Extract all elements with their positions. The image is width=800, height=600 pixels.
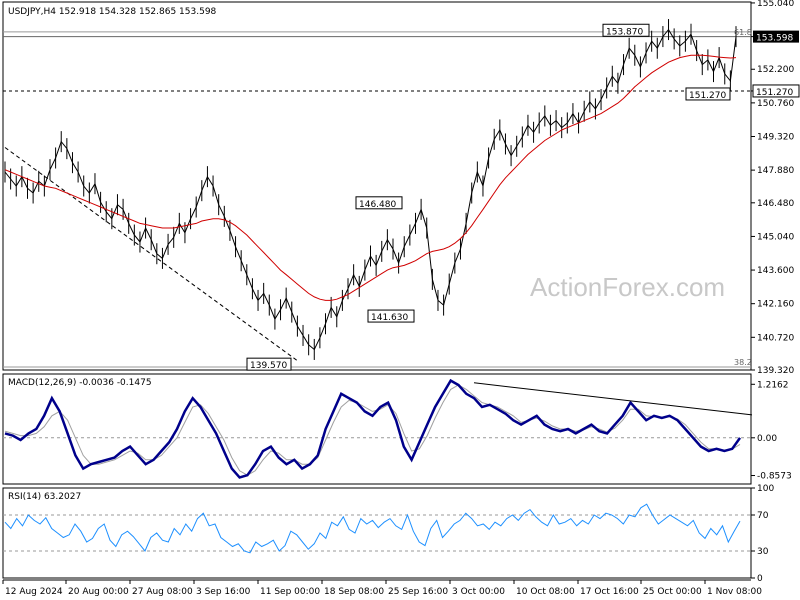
price-tick-label: 153.598 [756,34,793,44]
rsi-tick-label: 0 [757,574,763,584]
watermark: ActionForex.com [530,272,725,302]
price-level-box [752,84,800,98]
rsi-panel-frame [2,487,752,579]
rsi-tick-label: 30 [757,547,769,557]
price-tick-label: 150.760 [757,99,794,109]
price-tick-label: 152.200 [757,65,794,75]
price-tick-label: 145.040 [757,232,794,242]
macd-tick-label: 1.2162 [757,380,789,390]
annotation-label: 151.270 [689,91,726,101]
x-tick-label: 25 Oct 00:00 [643,587,702,597]
macd-divergence-line [473,382,753,416]
x-tick-label: 3 Oct 00:00 [452,587,505,597]
rsi-tick-label: 100 [757,484,774,494]
rsi-tick-label: 70 [757,511,769,521]
x-tick-label: 20 Aug 00:00 [68,587,129,597]
macd-panel-frame [2,373,752,485]
rsi-line [4,503,741,554]
x-tick-label: 18 Sep 08:00 [324,587,384,597]
price-tick-label: 151.270 [756,88,793,98]
x-tick-label: 17 Oct 16:00 [580,587,639,597]
price-panel-frame [2,1,752,371]
x-tick-label: 10 Oct 08:00 [516,587,575,597]
fib-618-label: 61.8 [734,28,752,37]
rsi-label: RSI(14) 63.2027 [8,492,81,502]
macd-main-line [4,378,742,479]
price-tick-label: 147.880 [757,166,794,176]
annotation-box [685,87,731,101]
price-tick-label: 143.600 [757,266,794,276]
annotation-box [367,309,415,323]
annotation-box [355,196,403,210]
x-tick-label: 3 Sep 16:00 [196,587,251,597]
price-tick-label: 146.480 [757,199,794,209]
x-tick-label: 27 Aug 08:00 [132,587,193,597]
price-tick-label: 142.160 [757,300,794,310]
macd-tick-label: 0.00 [757,434,777,444]
price-current-box [753,30,799,43]
annotation-box [246,357,292,371]
x-tick-label: 12 Aug 2024 [5,587,63,597]
x-tick-label: 1 Nov 08:00 [707,587,762,597]
price-tick-label: 140.720 [757,333,794,343]
price-tick-label: 149.320 [757,132,794,142]
symbol-label: USDJPY,H4 152.918 154.328 152.865 153.59… [8,7,217,17]
price-tick-label: 155.040 [757,0,794,9]
downtrend-line [4,147,299,362]
macd-tick-label: -0.8573 [757,472,792,482]
annotation-label: 153.870 [606,27,643,37]
x-tick-label: 25 Sep 16:00 [388,587,448,597]
fib-382-label: 38.2 [734,358,752,367]
price-tick-label: 139.320 [757,366,794,376]
moving-average-line [4,54,737,301]
x-tick-label: 11 Sep 00:00 [260,587,320,597]
annotation-box [602,23,650,37]
annotation-label: 139.570 [250,361,287,371]
annotation-label: 141.630 [371,313,408,323]
macd-signal-line [4,384,741,476]
annotation-label: 146.480 [359,200,396,210]
macd-label: MACD(12,26,9) -0.0036 -0.1475 [8,378,152,388]
